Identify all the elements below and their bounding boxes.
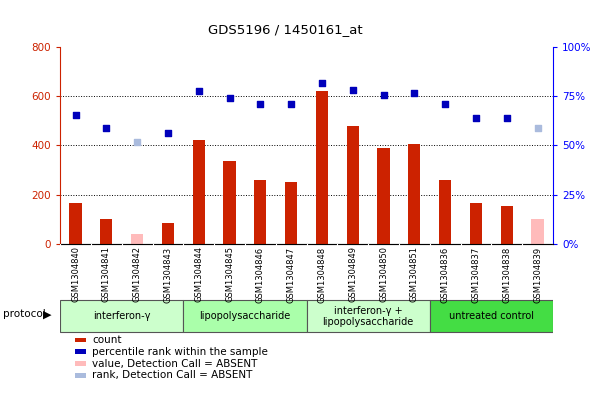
Text: interferon-γ +
lipopolysaccharide: interferon-γ + lipopolysaccharide [323,306,413,327]
Text: GSM1304849: GSM1304849 [348,246,357,302]
Point [502,115,511,121]
Bar [408,144,421,244]
Point [532,125,542,131]
Point [441,101,450,107]
Text: ▶: ▶ [43,309,52,320]
Point [409,90,419,96]
Text: GSM1304842: GSM1304842 [133,246,142,302]
Text: percentile rank within the sample: percentile rank within the sample [92,347,268,357]
Bar [69,203,82,244]
Text: GSM1304851: GSM1304851 [410,246,419,302]
Text: protocol: protocol [3,309,46,320]
Text: GSM1304846: GSM1304846 [256,246,265,303]
Point [132,139,142,145]
Text: GSM1304837: GSM1304837 [471,246,480,303]
Bar [162,223,174,244]
Bar [131,234,143,244]
Bar [192,140,205,244]
Point [71,112,81,118]
Bar [470,203,482,244]
Bar [224,162,236,244]
Text: interferon-γ: interferon-γ [93,311,150,321]
Text: GSM1304836: GSM1304836 [441,246,450,303]
Bar [377,148,389,244]
Text: GSM1304839: GSM1304839 [533,246,542,303]
Bar [316,91,328,244]
Text: untreated control: untreated control [449,311,534,321]
Text: count: count [92,335,121,345]
Point [286,101,296,107]
Text: value, Detection Call = ABSENT: value, Detection Call = ABSENT [92,358,258,369]
FancyBboxPatch shape [430,300,553,332]
FancyBboxPatch shape [60,300,183,332]
Bar [347,126,359,244]
Text: GSM1304843: GSM1304843 [163,246,172,303]
FancyBboxPatch shape [307,300,430,332]
Bar [100,219,112,244]
Text: GSM1304844: GSM1304844 [194,246,203,302]
Text: GSM1304845: GSM1304845 [225,246,234,302]
Text: rank, Detection Call = ABSENT: rank, Detection Call = ABSENT [92,370,252,380]
Point [379,92,388,98]
Point [163,130,172,136]
Bar [439,180,451,244]
Point [194,88,204,94]
FancyBboxPatch shape [183,300,307,332]
Point [102,125,111,131]
Bar [285,182,297,244]
Point [348,87,358,93]
Text: GSM1304838: GSM1304838 [502,246,511,303]
Text: GSM1304847: GSM1304847 [287,246,296,303]
Point [317,80,327,86]
Text: GSM1304841: GSM1304841 [102,246,111,302]
Bar [254,180,266,244]
Text: GSM1304848: GSM1304848 [317,246,326,303]
Text: GSM1304840: GSM1304840 [71,246,80,302]
Text: GDS5196 / 1450161_at: GDS5196 / 1450161_at [208,23,362,36]
Text: lipopolysaccharide: lipopolysaccharide [200,311,290,321]
Text: GSM1304850: GSM1304850 [379,246,388,302]
Bar [501,206,513,244]
Point [255,101,265,107]
Point [471,115,481,121]
Bar [531,219,544,244]
Point [225,94,234,101]
